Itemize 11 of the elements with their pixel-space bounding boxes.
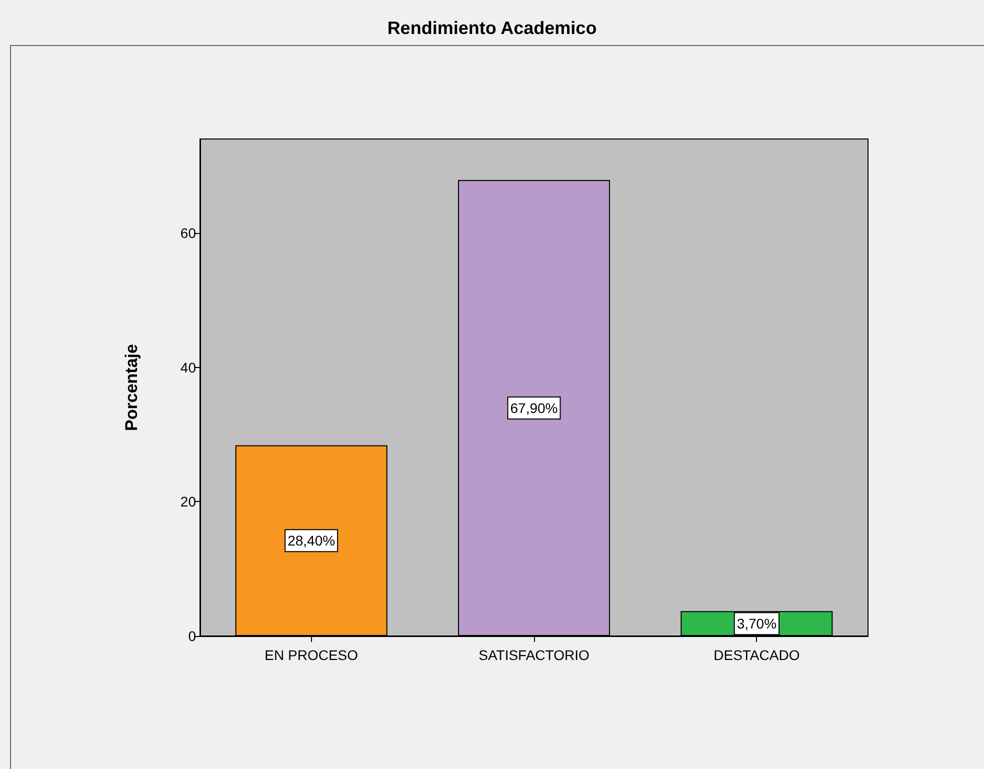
chart-title: Rendimiento Academico <box>387 18 597 38</box>
y-axis-title: Porcentaje <box>122 344 141 431</box>
x-tick-label: EN PROCESO <box>264 647 358 663</box>
y-tick-label: 60 <box>180 225 196 242</box>
y-tick-label: 20 <box>180 494 196 510</box>
x-tick-label: SATISFACTORIO <box>478 647 590 663</box>
data-label: 67,90% <box>510 400 558 416</box>
x-tick-label: DESTACADO <box>714 647 800 663</box>
data-label: 3,70% <box>736 616 777 632</box>
y-tick-label: 40 <box>180 359 196 376</box>
data-label: 28,40% <box>288 532 336 549</box>
